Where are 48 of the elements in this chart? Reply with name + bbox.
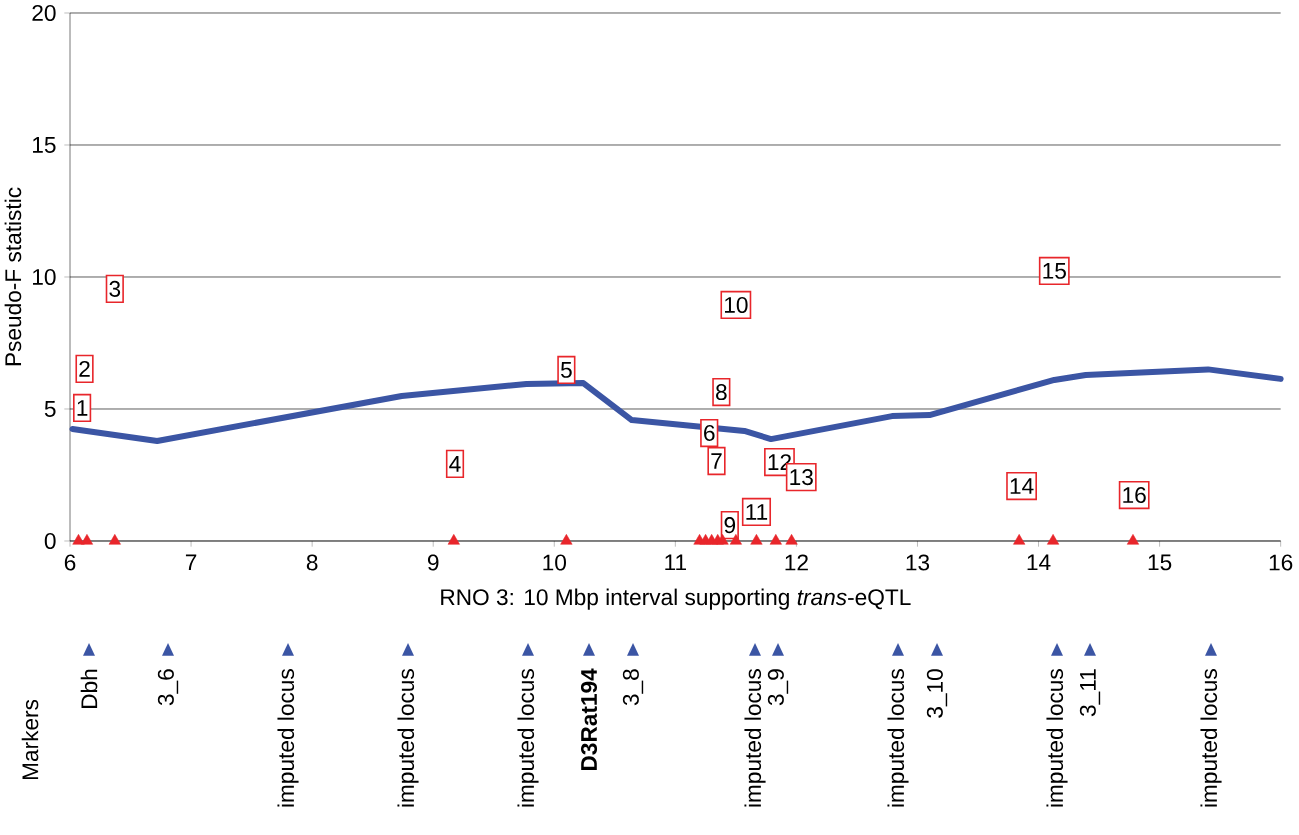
annotation: 10 xyxy=(725,296,748,314)
annotation: 9 xyxy=(724,517,736,534)
text: imputed locus xyxy=(887,669,909,807)
x-tick-label: 6 xyxy=(64,554,76,571)
text: D3Rat194 xyxy=(580,668,598,771)
x-tick-label: 13 xyxy=(906,554,930,571)
text: 3_11 xyxy=(1079,669,1101,717)
annotation: 16 xyxy=(1123,487,1146,504)
text: Markers xyxy=(21,699,39,780)
y-axis-title: Pseudo-F statistic xyxy=(4,187,22,366)
x-tick-label: 12 xyxy=(785,554,808,571)
annotation: 7 xyxy=(711,453,722,469)
text: 3_6 xyxy=(157,669,179,706)
annotation: 1 xyxy=(77,400,88,416)
annotation: 4 xyxy=(449,456,461,472)
annotation: 11 xyxy=(746,504,768,520)
annotation: 6 xyxy=(704,424,715,442)
y-tick-label: 0 xyxy=(44,532,56,550)
annotation: 15 xyxy=(1043,263,1066,279)
x-tick-label: 10 xyxy=(543,554,566,571)
text: imputed locus xyxy=(517,669,539,807)
annotation: 3 xyxy=(109,280,121,297)
x-tick-label: 14 xyxy=(1027,554,1051,571)
y-tick-label: 5 xyxy=(44,401,56,417)
x-tick-label: 9 xyxy=(427,554,439,571)
y-tick-label: 10 xyxy=(33,268,56,286)
text: 3_9 xyxy=(767,669,789,706)
annotation: 8 xyxy=(716,384,727,401)
annotation: 5 xyxy=(560,362,572,378)
text: imputed locus xyxy=(744,669,766,807)
text: 3_10 xyxy=(926,669,948,718)
x-tick-label: 8 xyxy=(306,554,318,571)
text: Dbh xyxy=(80,669,98,708)
annotation: 2 xyxy=(79,360,90,377)
x-tick-label: 11 xyxy=(665,554,686,571)
text: imputed locus xyxy=(1046,669,1068,807)
text: 3_8 xyxy=(622,669,644,706)
y-tick-label: 20 xyxy=(32,4,56,22)
x-axis-title: RNO 3: 10 Mbp interval supporting trans-eQTL xyxy=(441,588,911,610)
x-tick-label: 7 xyxy=(185,554,197,571)
text: imputed locus xyxy=(397,669,419,807)
x-tick-label: 15 xyxy=(1148,554,1172,571)
annotation: 13 xyxy=(790,469,813,486)
annotation: 14 xyxy=(1010,478,1034,494)
text: imputed locus xyxy=(1200,669,1222,807)
x-tick-label: 16 xyxy=(1269,554,1293,571)
y-tick-label: 15 xyxy=(33,137,56,153)
text: imputed locus xyxy=(277,669,299,807)
